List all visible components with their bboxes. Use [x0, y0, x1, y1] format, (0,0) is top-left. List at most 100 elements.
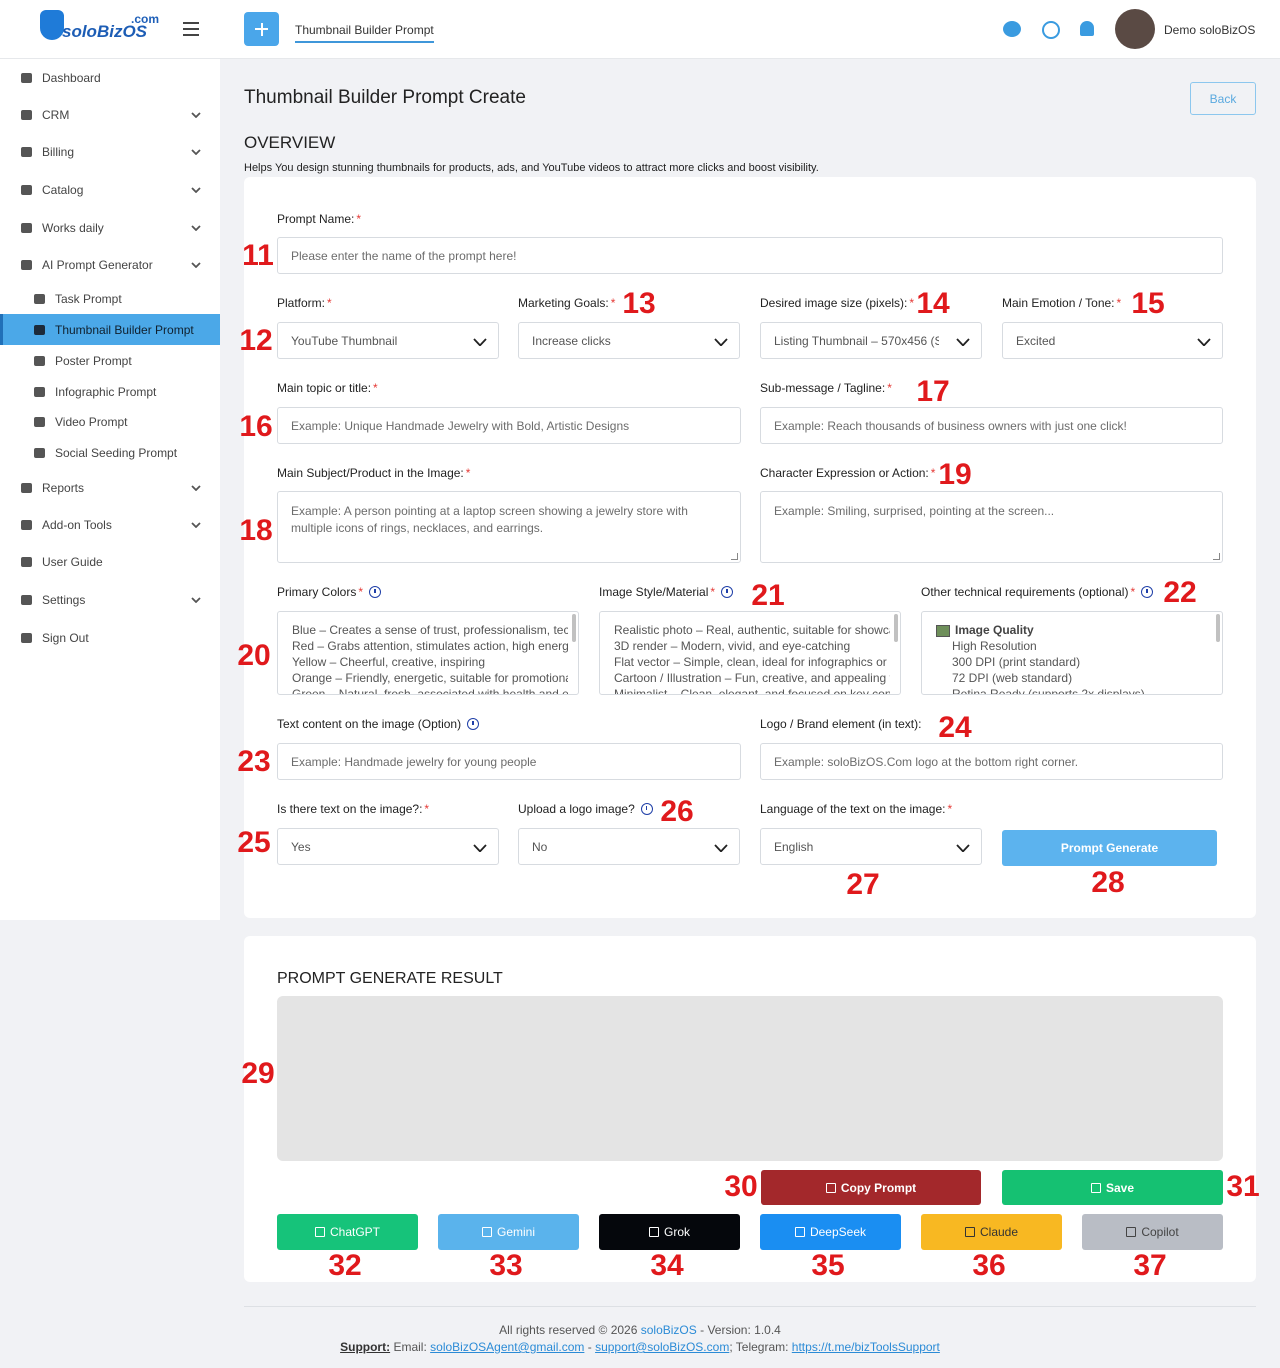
user-name[interactable]: Demo soloBizOS	[1164, 23, 1256, 37]
chevron	[191, 522, 201, 528]
menu-icon	[21, 73, 32, 83]
weather-icon[interactable]	[1003, 21, 1021, 37]
menu-item[interactable]: AI Prompt Generator	[42, 258, 153, 272]
menu-item[interactable]: Catalog	[42, 183, 84, 197]
back-label[interactable]: Back	[1209, 91, 1237, 106]
menu-icon	[21, 223, 32, 233]
result-output	[277, 996, 1223, 1161]
button-icon	[794, 1227, 805, 1237]
chevron	[191, 149, 201, 155]
action-button[interactable]: Claude	[921, 1214, 1062, 1250]
action-button[interactable]: Grok	[599, 1214, 740, 1250]
menu-icon	[21, 483, 32, 493]
menu-item[interactable]: Video Prompt	[55, 415, 128, 429]
button-icon	[964, 1227, 975, 1237]
action-button[interactable]: Gemini	[438, 1214, 579, 1250]
chevron	[191, 112, 201, 118]
menu-item[interactable]: Thumbnail Builder Prompt	[55, 323, 194, 337]
logo-icon	[40, 10, 64, 40]
email-label: Email:	[393, 1340, 427, 1354]
footer-rights: All rights reserved © 2026	[499, 1323, 638, 1337]
avatar[interactable]	[1115, 9, 1155, 49]
menu-icon	[21, 110, 32, 120]
menu-icon	[21, 633, 32, 643]
add-button[interactable]	[244, 12, 279, 46]
overview-description: Helps You design stunning thumbnails for…	[244, 162, 819, 174]
menu-toggle[interactable]	[183, 22, 199, 24]
annotation: 33	[489, 1249, 523, 1282]
footer-line: All rights reserved © 2026 soloBizOS - V…	[0, 1323, 1280, 1337]
tab[interactable]: Thumbnail Builder Prompt	[295, 23, 434, 43]
footer-divider	[244, 1306, 1256, 1307]
action-button[interactable]: Copy Prompt	[761, 1170, 981, 1205]
menu-item[interactable]: Works daily	[42, 221, 104, 235]
annotation: 34	[650, 1249, 684, 1282]
menu-item[interactable]: Infographic Prompt	[55, 385, 157, 399]
footer-support: Support: Email: soloBizOSAgent@gmail.com…	[0, 1340, 1280, 1354]
action-button[interactable]: ChatGPT	[277, 1214, 418, 1250]
action-button[interactable]: DeepSeek	[760, 1214, 901, 1250]
button-icon	[825, 1182, 836, 1193]
action-button[interactable]: Save	[1002, 1170, 1223, 1205]
menu-icon	[21, 557, 32, 567]
footer-version: - Version: 1.0.4	[700, 1323, 781, 1337]
menu-icon	[34, 325, 45, 335]
footer-brand[interactable]: soloBizOS	[640, 1323, 697, 1337]
back-button[interactable]: Back	[1190, 82, 1256, 115]
sidebar: Dashboard CRM Billing Catalog Works daily AI …	[0, 59, 220, 920]
annotation: 32	[328, 1249, 362, 1282]
chevron	[191, 225, 201, 231]
menu-icon	[34, 387, 45, 397]
annotation: 36	[972, 1249, 1006, 1282]
email-link[interactable]: soloBizOSAgent@gmail.com	[430, 1340, 585, 1354]
menu-item[interactable]: Poster Prompt	[55, 354, 132, 368]
button-label[interactable]: Copy Prompt	[840, 1180, 917, 1195]
menu-item[interactable]: Settings	[42, 593, 86, 607]
chevron	[191, 187, 201, 193]
menu-item[interactable]: CRM	[42, 108, 70, 122]
overview-heading: OVERVIEW	[244, 133, 336, 152]
menu-item[interactable]: Sign Out	[42, 631, 89, 645]
chevron	[191, 597, 201, 603]
button-icon	[1090, 1182, 1101, 1193]
button-icon	[314, 1227, 325, 1237]
annotation: 31	[1226, 1170, 1260, 1203]
result-title: PROMPT GENERATE RESULT	[277, 970, 503, 987]
button-label[interactable]: DeepSeek	[809, 1225, 867, 1239]
button-label[interactable]: Claude	[979, 1225, 1019, 1239]
menu-item[interactable]: Reports	[42, 481, 85, 495]
menu-item[interactable]: Task Prompt	[55, 292, 122, 306]
support-label: Support:	[340, 1340, 391, 1354]
menu-item[interactable]: User Guide	[42, 555, 103, 569]
language-icon[interactable]	[1042, 21, 1060, 39]
separator: -	[587, 1340, 592, 1354]
chevron	[191, 262, 201, 268]
header: .com soloBizOS Thumbnail Builder Prompt …	[0, 0, 1280, 59]
menu-item[interactable]: Social Seeding Prompt	[55, 446, 178, 460]
menu-icon	[34, 356, 45, 366]
notification-icon[interactable]	[1080, 21, 1094, 36]
telegram-link[interactable]: https://t.me/bizToolsSupport	[791, 1340, 940, 1354]
action-button[interactable]: Copilot	[1082, 1214, 1223, 1250]
menu-item[interactable]: Billing	[42, 145, 75, 159]
menu-icon	[34, 294, 45, 304]
menu-icon	[34, 417, 45, 427]
telegram-label: ; Telegram:	[729, 1340, 789, 1354]
button-label[interactable]: Grok	[663, 1225, 690, 1239]
menu-icon	[21, 147, 32, 157]
button-label[interactable]: Copilot	[1141, 1225, 1179, 1239]
button-label[interactable]: Gemini	[496, 1225, 535, 1239]
button-label[interactable]: ChatGPT	[329, 1225, 380, 1239]
menu-icon	[21, 520, 32, 530]
button-icon	[481, 1227, 492, 1237]
menu-icon	[34, 448, 45, 458]
page-title: Thumbnail Builder Prompt Create	[244, 87, 526, 108]
menu-icon	[21, 595, 32, 605]
menu-item[interactable]: Dashboard	[42, 71, 101, 85]
menu-item[interactable]: Add-on Tools	[42, 518, 112, 532]
annotation: 35	[811, 1249, 845, 1282]
button-label[interactable]: Save	[1105, 1180, 1135, 1195]
email-link[interactable]: support@soloBizOS.com	[595, 1340, 730, 1354]
